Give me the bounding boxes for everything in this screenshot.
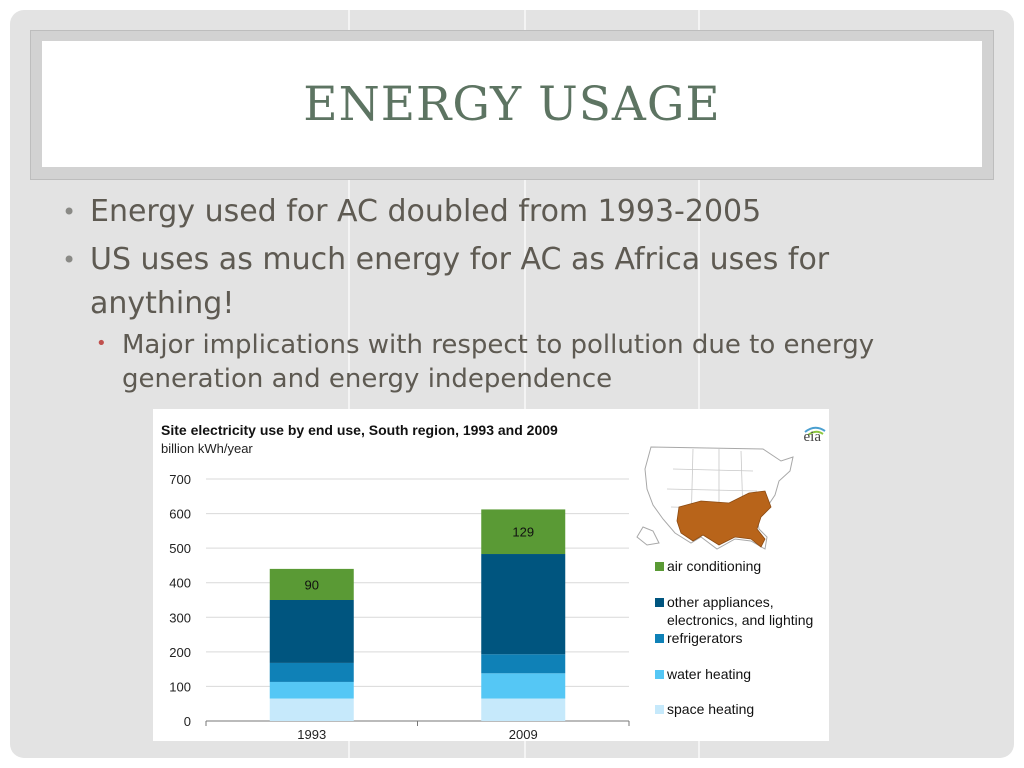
legend-label: other appliances, electronics, and lighti… <box>667 594 813 628</box>
x-tick-label: 1993 <box>297 727 326 741</box>
legend-swatch <box>655 670 664 679</box>
bar-segment <box>269 568 354 600</box>
eia-logo: eia <box>804 426 826 445</box>
y-tick-label: 600 <box>169 507 191 522</box>
data-label: 129 <box>512 525 534 540</box>
legend-label: space heating <box>667 701 754 717</box>
y-axis-ticks: 0 100 200 300 400 500 600 700 <box>169 472 191 729</box>
y-tick-label: 200 <box>169 645 191 660</box>
title-box: ENERGY USAGE <box>42 41 982 167</box>
bar-segment <box>269 600 354 663</box>
title-band: ENERGY USAGE <box>30 30 994 180</box>
y-tick-label: 500 <box>169 541 191 556</box>
bar-segment <box>481 509 566 555</box>
bullet-dot: • <box>62 246 77 274</box>
x-axis-ticks: 1993 2009 <box>205 721 630 741</box>
bar-segment <box>481 554 566 655</box>
legend-swatch <box>655 634 664 643</box>
us-map <box>636 446 794 550</box>
data-labels: 90 129 <box>305 525 535 593</box>
chart-title: Site electricity use by end use, South r… <box>161 422 558 438</box>
legend-label: water heating <box>666 666 751 682</box>
sub-bullet-dot: • <box>96 333 107 354</box>
bar-segment <box>481 654 566 674</box>
background-line <box>524 10 526 758</box>
south-region-highlight <box>676 490 772 548</box>
y-tick-label: 0 <box>184 714 191 729</box>
stacked-bar-chart: Site electricity use by end use, South r… <box>161 422 826 741</box>
chart-image: Site electricity use by end use, South r… <box>153 409 829 741</box>
bar-segment <box>481 698 566 721</box>
bar-segment <box>481 673 566 699</box>
x-tick-label: 2009 <box>509 727 538 741</box>
bar-segment <box>269 698 354 721</box>
background-line <box>348 10 350 758</box>
y-tick-label: 700 <box>169 472 191 487</box>
y-tick-label: 300 <box>169 610 191 625</box>
bullet-item: • Energy used for AC doubled from 1993-2… <box>62 190 942 234</box>
bullet-list: • Energy used for AC doubled from 1993-2… <box>62 190 942 396</box>
y-tick-label: 400 <box>169 576 191 591</box>
legend-label: air conditioning <box>667 558 761 574</box>
bar-segment <box>269 662 354 682</box>
data-label: 90 <box>305 577 319 592</box>
sub-bullet-text: Major implications with respect to pollu… <box>122 330 875 394</box>
sub-bullet-item: • Major implications with respect to pol… <box>62 328 942 396</box>
legend: air conditioning other appliances, electro… <box>655 558 813 717</box>
legend-swatch <box>655 562 664 571</box>
bullet-dot: • <box>62 198 77 226</box>
eia-logo-text: eia <box>804 429 822 445</box>
bullet-text: Energy used for AC doubled from 1993-200… <box>90 194 762 229</box>
bullet-item: • US uses as much energy for AC as Afric… <box>62 238 942 326</box>
alaska-shape <box>636 526 660 546</box>
legend-swatch <box>655 598 664 607</box>
bar-segment <box>269 681 354 699</box>
slide-title: ENERGY USAGE <box>303 76 721 132</box>
y-tick-label: 100 <box>169 679 191 694</box>
legend-label: refrigerators <box>667 630 742 646</box>
gridlines <box>206 478 629 687</box>
bullet-text: US uses as much energy for AC as Africa … <box>90 242 830 321</box>
chart-subtitle: billion kWh/year <box>161 441 253 456</box>
legend-swatch <box>655 705 664 714</box>
bars <box>269 509 566 721</box>
background-line <box>698 10 700 758</box>
